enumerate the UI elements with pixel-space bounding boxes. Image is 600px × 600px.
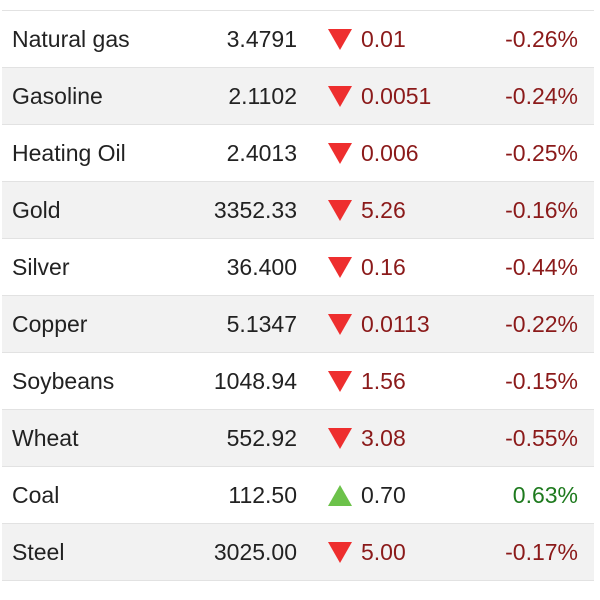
- price-change: 0.0113: [361, 311, 430, 337]
- commodity-price: 1048.94: [213, 368, 297, 394]
- commodities-table: Natural gas 3.4791 0.01 -0.26% Gasoline …: [2, 10, 594, 581]
- price-change: 5.00: [361, 539, 406, 565]
- table-row[interactable]: Heating Oil 2.4013 0.006 -0.25%: [2, 124, 594, 181]
- commodity-name[interactable]: Gold: [12, 197, 61, 223]
- commodity-name[interactable]: Coal: [12, 482, 60, 508]
- down-triangle-icon: [328, 182, 352, 239]
- table-row[interactable]: Steel 3025.00 5.00 -0.17%: [2, 523, 594, 580]
- down-triangle-icon: [328, 125, 352, 182]
- table-row[interactable]: Natural gas 3.4791 0.01 -0.26%: [2, 10, 594, 67]
- price-change: 0.006: [361, 140, 419, 166]
- price-change: 3.08: [361, 425, 406, 451]
- price-change: 0.0051: [361, 83, 432, 109]
- commodity-name[interactable]: Wheat: [12, 425, 79, 451]
- down-triangle-icon: [328, 353, 352, 410]
- commodity-price: 2.4013: [226, 140, 297, 166]
- commodity-name[interactable]: Gasoline: [12, 83, 103, 109]
- table-row[interactable]: Silver 36.400 0.16 -0.44%: [2, 238, 594, 295]
- commodity-price: 3025.00: [213, 539, 297, 565]
- commodity-name[interactable]: Silver: [12, 254, 70, 280]
- down-triangle-icon: [328, 11, 352, 68]
- table-row[interactable]: Wheat 552.92 3.08 -0.55%: [2, 409, 594, 466]
- commodity-price: 3.4791: [226, 26, 297, 52]
- percent-change: -0.44%: [505, 254, 578, 280]
- commodity-price: 552.92: [226, 425, 297, 451]
- table-row[interactable]: Coal 112.50 0.70 0.63%: [2, 466, 594, 523]
- commodity-price: 5.1347: [226, 311, 297, 337]
- table-row[interactable]: Soybeans 1048.94 1.56 -0.15%: [2, 352, 594, 409]
- percent-change: -0.16%: [505, 197, 578, 223]
- percent-change: 0.63%: [512, 482, 578, 508]
- percent-change: -0.22%: [505, 311, 578, 337]
- percent-change: -0.17%: [505, 539, 578, 565]
- down-triangle-icon: [328, 239, 352, 296]
- price-change: 1.56: [361, 368, 406, 394]
- percent-change: -0.24%: [505, 83, 578, 109]
- commodity-price: 2.1102: [228, 83, 297, 109]
- price-change: 5.26: [361, 197, 406, 223]
- down-triangle-icon: [328, 68, 352, 125]
- price-change: 0.16: [361, 254, 406, 280]
- table-row[interactable]: Gasoline 2.1102 0.0051 -0.24%: [2, 67, 594, 124]
- commodity-name[interactable]: Natural gas: [12, 26, 130, 52]
- price-change: 0.01: [361, 26, 406, 52]
- table-row[interactable]: Gold 3352.33 5.26 -0.16%: [2, 181, 594, 238]
- percent-change: -0.25%: [505, 140, 578, 166]
- commodity-price: 112.50: [228, 482, 297, 508]
- commodity-name[interactable]: Soybeans: [12, 368, 115, 394]
- commodity-name[interactable]: Copper: [12, 311, 88, 337]
- percent-change: -0.26%: [505, 26, 578, 52]
- down-triangle-icon: [328, 410, 352, 467]
- commodity-name[interactable]: Steel: [12, 539, 65, 565]
- commodity-name[interactable]: Heating Oil: [12, 140, 126, 166]
- commodity-price: 3352.33: [213, 197, 297, 223]
- percent-change: -0.15%: [505, 368, 578, 394]
- down-triangle-icon: [328, 296, 352, 353]
- up-triangle-icon: [328, 467, 352, 524]
- price-change: 0.70: [361, 482, 406, 508]
- table-row[interactable]: Copper 5.1347 0.0113 -0.22%: [2, 295, 594, 352]
- down-triangle-icon: [328, 524, 352, 581]
- percent-change: -0.55%: [505, 425, 578, 451]
- commodity-price: 36.400: [226, 254, 297, 280]
